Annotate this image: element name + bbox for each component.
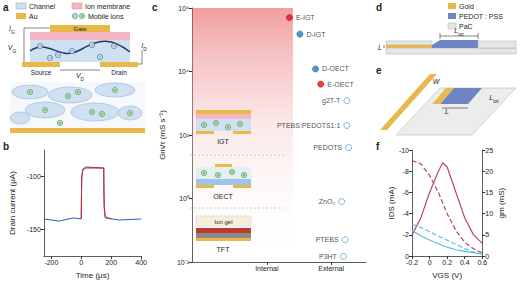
svg-text:0.2: 0.2 (442, 259, 452, 266)
svg-text:-2: -2 (403, 231, 409, 238)
svg-text:-8: -8 (403, 168, 409, 175)
svg-text:0.4: 0.4 (460, 259, 470, 266)
svg-text:f: f (376, 141, 380, 152)
svg-text:Ltot: Ltot (489, 94, 499, 104)
svg-text:PTEBS: PTEBS (316, 236, 339, 243)
svg-text:Ion gel: Ion gel (214, 219, 232, 225)
svg-text:IDS (mA): IDS (mA) (387, 186, 396, 219)
svg-text:Gm/τ (mS s⁻¹): Gm/τ (mS s⁻¹) (158, 110, 167, 160)
svg-text:-200: -200 (44, 259, 58, 266)
svg-text:VG: VG (8, 44, 17, 54)
svg-text:-4: -4 (403, 210, 409, 217)
svg-text:-150: -150 (27, 226, 41, 233)
svg-text:0: 0 (428, 259, 432, 266)
svg-text:5: 5 (485, 231, 489, 238)
svg-text:L: L (445, 108, 449, 115)
svg-text:PEDOTS: PEDOTS (313, 144, 342, 151)
svg-text:0: 0 (485, 252, 490, 260)
svg-text:0: 0 (79, 259, 83, 266)
svg-text:Au: Au (29, 13, 38, 20)
svg-text:PaC: PaC (459, 23, 473, 30)
svg-text:25: 25 (485, 147, 493, 154)
svg-text:g2T-T: g2T-T (322, 97, 341, 105)
svg-text:10⁰: 10⁰ (179, 195, 190, 202)
svg-text:Ltot: Ltot (454, 27, 464, 37)
svg-text:E-OECT: E-OECT (327, 81, 354, 88)
svg-text:PEDOT : PSS: PEDOT : PSS (459, 13, 503, 20)
svg-text:Mobile ions: Mobile ions (88, 13, 124, 20)
svg-text:-10: -10 (399, 147, 409, 154)
svg-text:D-OECT: D-OECT (322, 65, 350, 72)
svg-text:d: d (376, 2, 382, 13)
svg-text:10²: 10² (179, 132, 190, 139)
svg-text:400: 400 (135, 259, 147, 266)
svg-text:PTEBS:PEDOTS1:1: PTEBS:PEDOTS1:1 (277, 122, 341, 129)
svg-text:External: External (318, 265, 344, 272)
svg-text:10⁴: 10⁴ (178, 68, 189, 75)
svg-text:a: a (3, 2, 9, 13)
svg-text:-6: -6 (403, 189, 409, 196)
svg-text:Ion membrane: Ion membrane (85, 3, 130, 10)
svg-text:Gate: Gate (73, 26, 87, 32)
svg-text:Gold: Gold (459, 3, 474, 10)
svg-text:Time (μs): Time (μs) (76, 271, 110, 280)
svg-text:ID: ID (141, 42, 147, 52)
svg-text:L: L (378, 44, 382, 51)
svg-text:10⁻²: 10⁻² (177, 259, 190, 266)
svg-text:VD: VD (76, 72, 85, 82)
svg-text:e: e (376, 65, 382, 76)
svg-text:0: 0 (405, 252, 409, 260)
svg-text:E-IGT: E-IGT (296, 14, 315, 21)
svg-text:Source: Source (31, 69, 52, 76)
svg-text:20: 20 (485, 168, 493, 175)
svg-text:OECT: OECT (213, 193, 233, 200)
svg-text:b: b (3, 141, 9, 152)
svg-text:Channel: Channel (29, 3, 56, 10)
svg-text:ZnO₂: ZnO₂ (319, 198, 336, 205)
svg-text:W: W (433, 78, 441, 85)
svg-text:VGS (V): VGS (V) (432, 271, 462, 280)
svg-text:10: 10 (485, 210, 493, 217)
svg-text:0.6: 0.6 (477, 259, 487, 266)
svg-text:D-IGT: D-IGT (306, 31, 326, 38)
svg-text:-0.2: -0.2 (406, 259, 418, 266)
svg-text:c: c (152, 2, 158, 13)
svg-text:200: 200 (105, 259, 117, 266)
svg-text:Internal: Internal (255, 265, 279, 272)
svg-text:Drain: Drain (111, 69, 127, 76)
svg-text:10⁶: 10⁶ (178, 5, 189, 12)
svg-text:P3HT: P3HT (319, 253, 338, 260)
svg-text:gm (mS): gm (mS) (497, 187, 506, 218)
svg-text:15: 15 (485, 189, 493, 196)
svg-text:IGT: IGT (217, 138, 229, 145)
svg-text:IG: IG (9, 25, 15, 35)
svg-text:TFT: TFT (217, 246, 231, 253)
svg-text:-100: -100 (27, 173, 41, 180)
svg-text:Drain current (μA): Drain current (μA) (8, 171, 17, 235)
